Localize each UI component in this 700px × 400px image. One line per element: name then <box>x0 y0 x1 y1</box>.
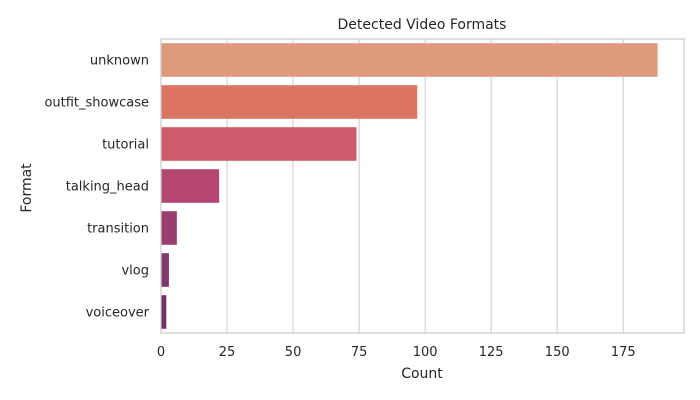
x-tick-label-175: 175 <box>611 345 636 360</box>
x-tick-label-100: 100 <box>413 345 438 360</box>
y-tick-label-tutorial: tutorial <box>102 138 149 153</box>
x-tick-label-50: 50 <box>285 345 302 360</box>
x-axis-label: Count <box>401 366 443 382</box>
y-tick-label-outfit_showcase: outfit_showcase <box>44 96 149 111</box>
y-axis-label: Format <box>19 163 35 213</box>
bar-vlog <box>161 253 169 287</box>
bar-talking_head <box>161 169 220 203</box>
grid-lines <box>160 39 624 333</box>
bar-unknown <box>161 43 658 77</box>
y-tick-label-transition: transition <box>87 222 149 237</box>
y-tick-label-vlog: vlog <box>121 264 149 279</box>
bar-voiceover <box>161 295 167 329</box>
x-tick-label-25: 25 <box>219 345 236 360</box>
bar-outfit_showcase <box>161 85 418 119</box>
y-tick-label-talking_head: talking_head <box>66 180 149 195</box>
y-tick-label-unknown: unknown <box>90 54 149 69</box>
x-tick-label-75: 75 <box>351 345 368 360</box>
bar-transition <box>161 211 177 245</box>
x-tick-label-0: 0 <box>157 345 165 360</box>
y-tick-label-voiceover: voiceover <box>86 306 150 321</box>
x-tick-label-150: 150 <box>545 345 570 360</box>
chart-title: Detected Video Formats <box>338 17 507 33</box>
bars <box>161 43 658 329</box>
bar-tutorial <box>161 127 357 161</box>
plot-area-frame <box>160 38 685 334</box>
x-tick-label-125: 125 <box>479 345 504 360</box>
y-tick-labels: unknown outfit_showcase tutorial talking_he… <box>44 54 149 321</box>
x-tick-labels: 0 25 50 75 100 125 150 175 <box>157 345 636 360</box>
